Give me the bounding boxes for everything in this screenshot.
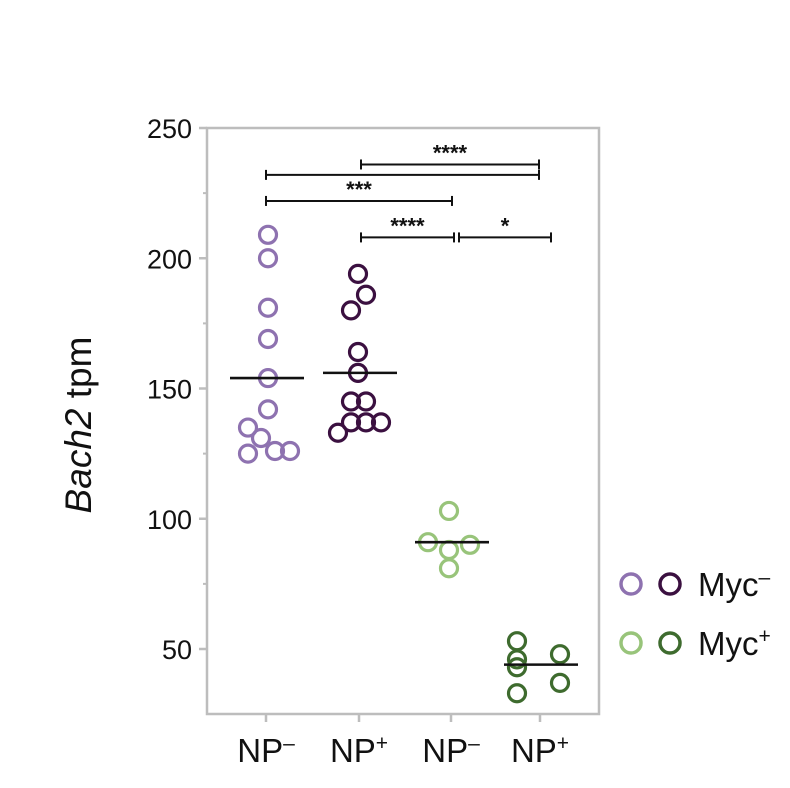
significance-bracket: *** [265, 177, 453, 206]
x-category-sup: + [557, 732, 569, 755]
data-point [340, 300, 362, 321]
y-tick-label: 150 [147, 375, 192, 405]
significance-bracket: * [458, 213, 552, 243]
data-point [237, 443, 259, 464]
x-category-main: NP [237, 732, 283, 769]
x-category-main: NP [330, 732, 376, 769]
legend-label-sup: + [759, 625, 771, 648]
data-point [257, 297, 279, 318]
data-point [438, 500, 460, 522]
significance-bracket: **** [360, 140, 540, 170]
data-point [549, 644, 571, 665]
significance-label: **** [390, 213, 425, 238]
legend: Myc–Myc+ [619, 566, 771, 662]
x-category-main: NP [422, 732, 468, 769]
data-point [257, 328, 279, 350]
data-point [370, 412, 392, 433]
significance-label: **** [433, 140, 468, 165]
data-point [340, 412, 362, 433]
legend-marker [619, 572, 643, 596]
data-point [257, 399, 279, 420]
y-tick-label: 250 [147, 114, 192, 144]
data-point [438, 539, 460, 561]
legend-entry: Myc– [619, 566, 771, 603]
data-point [506, 631, 528, 652]
data-point [549, 672, 571, 693]
legend-label-main: Myc [698, 625, 759, 662]
data-point [237, 417, 259, 438]
x-category-main: NP [511, 732, 557, 769]
data-point [355, 391, 377, 412]
legend-label: Myc+ [698, 625, 771, 662]
x-category-label: NP– [422, 732, 480, 769]
data-point [257, 248, 279, 269]
y-tick-label: 100 [147, 505, 192, 535]
legend-label-sup: – [759, 566, 771, 589]
median-lines [230, 371, 578, 666]
x-category-sup: – [283, 732, 295, 755]
y-axis-label: Bach2 tpm [58, 337, 99, 514]
significance-label: *** [346, 177, 372, 202]
legend-marker [658, 572, 682, 596]
data-point [355, 284, 377, 305]
y-axis-label-rest: tpm [58, 337, 99, 409]
data-point [347, 263, 369, 284]
significance-brackets: *********** * [265, 140, 552, 243]
y-tick-label: 200 [147, 244, 192, 274]
data-point [506, 649, 528, 670]
legend-marker [619, 631, 643, 655]
plot-frame [205, 126, 601, 716]
data-point [250, 427, 272, 449]
data-point [279, 440, 301, 462]
x-category-label: NP+ [330, 732, 388, 769]
legend-label: Myc– [698, 566, 771, 603]
data-points [237, 224, 571, 704]
data-point [506, 683, 528, 704]
data-point [355, 412, 377, 433]
significance-bracket: **** [360, 213, 455, 243]
x-category-sup: + [376, 732, 388, 755]
x-category-label: NP+ [511, 732, 569, 769]
data-point [347, 341, 369, 363]
data-point [459, 534, 481, 555]
x-category-sup: – [468, 732, 480, 755]
y-tick-label: 50 [162, 635, 192, 665]
data-point [506, 657, 528, 678]
x-category-label: NP– [237, 732, 295, 769]
data-point [327, 422, 349, 443]
significance-label: * [501, 213, 510, 238]
data-point [264, 440, 286, 462]
legend-marker [658, 631, 682, 655]
data-point [257, 224, 279, 245]
significance-bracket [265, 169, 540, 180]
y-axis-label-italic: Bach2 [58, 408, 99, 513]
x-axis: NP– NP+ NP– NP+ [237, 714, 569, 769]
legend-label-main: Myc [698, 566, 759, 603]
y-axis: 50 100 150 200 250 [147, 114, 207, 665]
legend-entry: Myc+ [619, 625, 771, 662]
data-point [438, 558, 460, 579]
data-point [340, 391, 362, 412]
